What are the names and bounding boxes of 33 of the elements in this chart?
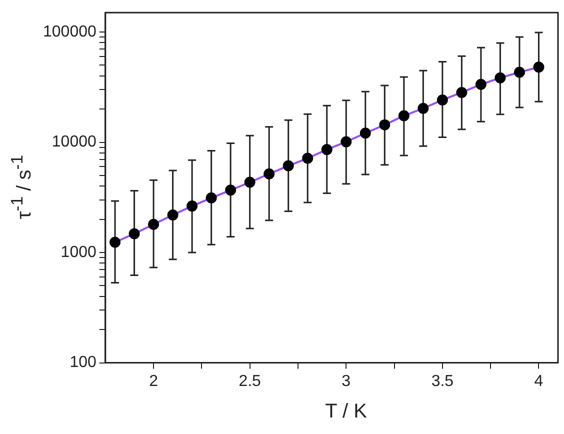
y-tick-label: 100000 xyxy=(43,23,96,40)
point xyxy=(418,102,429,114)
point xyxy=(398,110,410,122)
x-tick-label: 3.5 xyxy=(431,372,454,390)
y-tick-label: 10000 xyxy=(52,134,96,151)
x-tick-label: 4 xyxy=(534,372,544,390)
point xyxy=(514,66,525,78)
x-tick-label: 3 xyxy=(342,372,351,390)
point xyxy=(206,192,217,204)
y-tick-label: 1000 xyxy=(60,244,96,261)
point xyxy=(186,200,198,212)
point xyxy=(456,86,468,98)
point xyxy=(436,94,448,106)
point xyxy=(264,168,275,180)
x-axis-title: T / K xyxy=(325,400,367,424)
point xyxy=(244,176,256,188)
point xyxy=(167,210,178,220)
point xyxy=(360,128,371,139)
point xyxy=(494,72,506,84)
point xyxy=(321,144,332,156)
y-tick-label: 100 xyxy=(70,354,96,372)
point xyxy=(302,152,314,164)
point xyxy=(110,236,121,248)
x-tick-label: 2.5 xyxy=(238,372,262,390)
point xyxy=(282,160,294,172)
point xyxy=(225,184,236,196)
point xyxy=(128,228,140,240)
point xyxy=(148,218,160,230)
point xyxy=(475,78,486,90)
x-tick-label: 2 xyxy=(149,372,158,390)
point xyxy=(533,62,544,73)
point xyxy=(340,136,352,148)
point xyxy=(379,119,390,130)
